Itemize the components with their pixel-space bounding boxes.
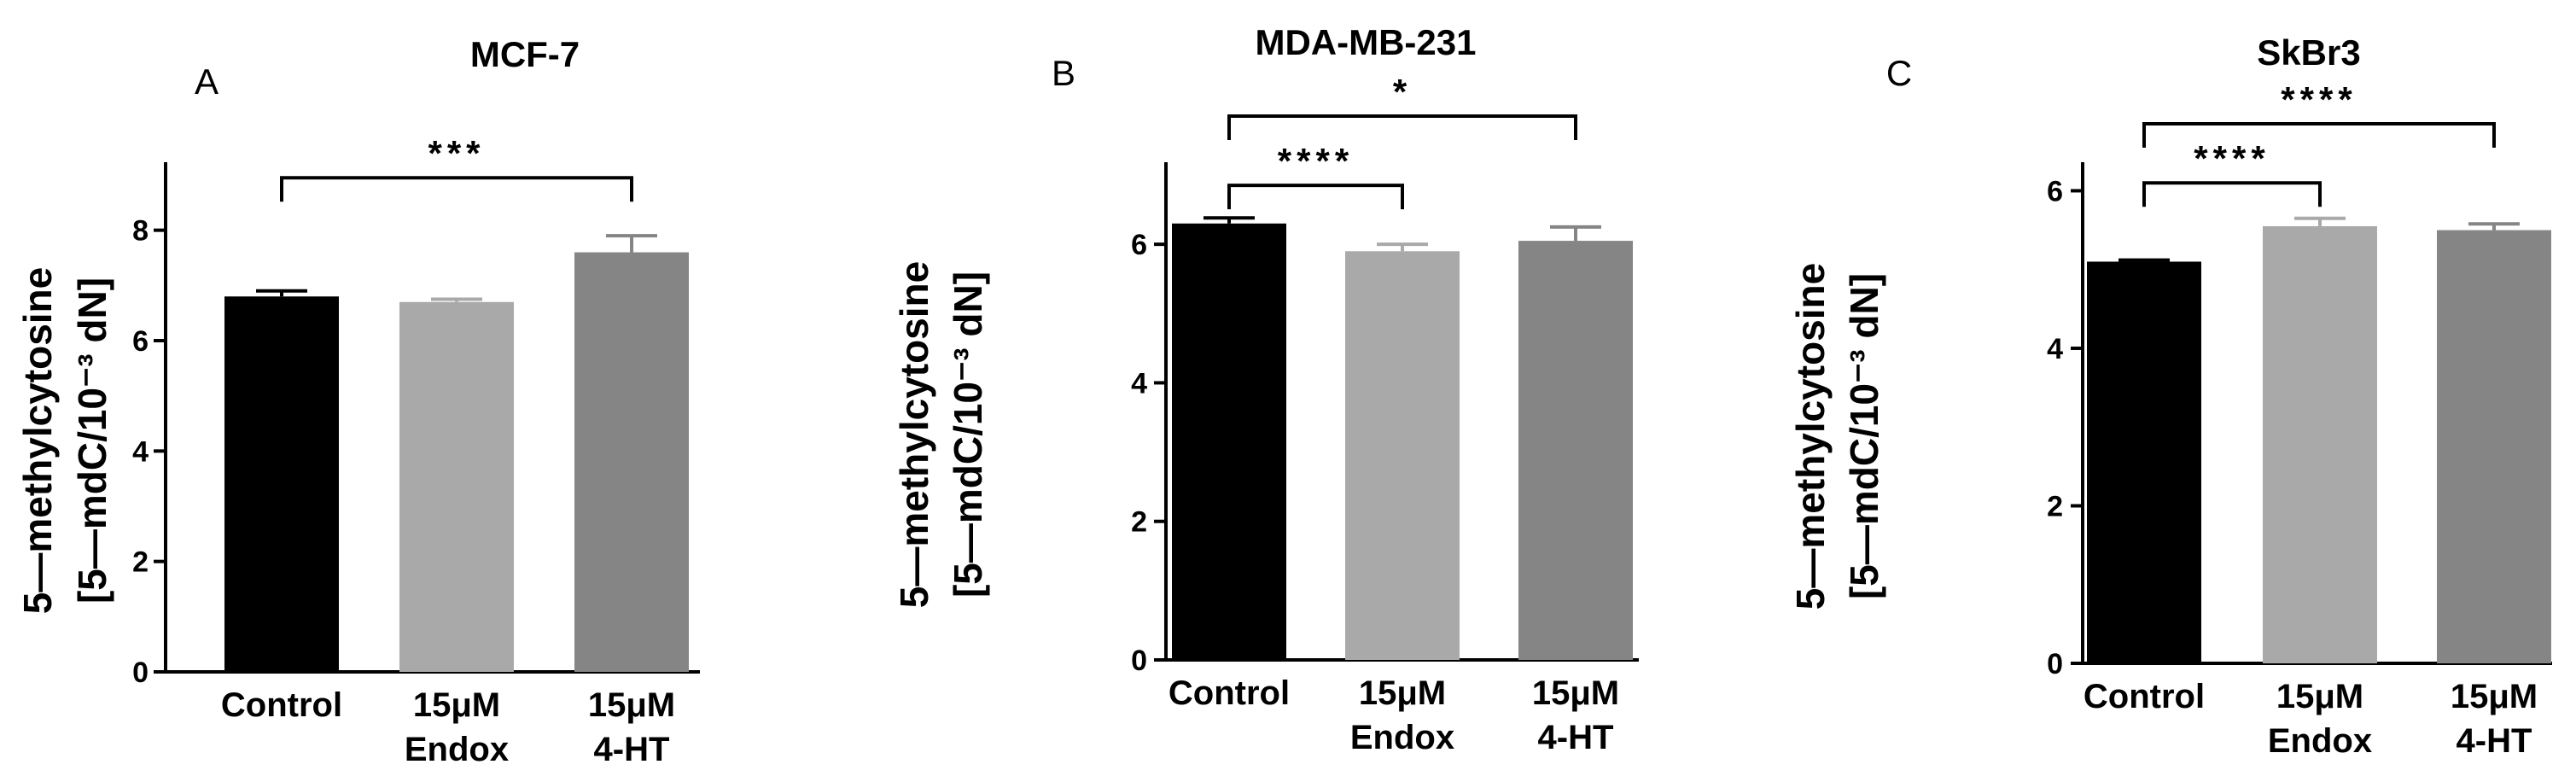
significance-label: ****	[1278, 141, 1354, 181]
x-category-label: 15μM	[588, 686, 675, 724]
y-tick-label: 4	[2047, 333, 2063, 365]
x-category-label: Endox	[1350, 719, 1454, 756]
y-axis-label: [5—mdC/10⁻³ dN]	[1842, 273, 1886, 599]
y-axis-label: [5—mdC/10⁻³ dN]	[946, 271, 990, 598]
y-tick-label: 0	[1131, 645, 1147, 677]
significance-label: ***	[428, 133, 485, 173]
y-tick-label: 8	[132, 215, 149, 248]
x-category-label: 15μM	[413, 686, 500, 724]
x-category-label: 15μM	[1359, 674, 1446, 712]
chart-panel-C: C SkBr3 5—methylcytosine [5—mdC/10⁻³ dN] 0 2 4…	[1788, 32, 2552, 760]
x-category-label: Endox	[2268, 722, 2372, 760]
significance-bracket	[2142, 181, 2322, 207]
significance-label: ****	[2194, 138, 2270, 178]
x-category-label: 4-HT	[594, 731, 670, 768]
x-category-label: Control	[221, 686, 342, 724]
panel-letter: B	[1052, 53, 1075, 93]
chart-title: SkBr3	[2257, 32, 2360, 73]
y-tick-label: 6	[132, 325, 149, 358]
chart-panel-A: A MCF-7 5—methylcytosine [5—mdC/10⁻³ dN] 0 2 4…	[15, 34, 700, 768]
significance-bracket	[1227, 184, 1404, 210]
bar	[1172, 223, 1286, 660]
bar	[1345, 251, 1460, 660]
significance-bracket	[2142, 122, 2496, 149]
x-category-label: 4-HT	[2457, 722, 2532, 760]
panel-letter: C	[1886, 53, 1912, 93]
x-category-label: Endox	[405, 731, 509, 768]
significance-label: *	[1393, 72, 1412, 112]
y-tick-label: 2	[2047, 490, 2063, 522]
x-category-label: 4-HT	[1538, 719, 1614, 756]
y-tick-label: 6	[2047, 175, 2063, 207]
x-category-label: 15μM	[2276, 678, 2363, 715]
bar	[224, 296, 339, 672]
y-tick-label: 4	[1131, 367, 1147, 400]
y-tick-label: 6	[1131, 229, 1147, 261]
bar	[2263, 225, 2377, 663]
bar	[1518, 241, 1633, 660]
x-category-label: Control	[2084, 678, 2205, 715]
y-axis-label: 5—methylcytosine	[892, 261, 936, 608]
x-category-label: 15μM	[1532, 674, 1619, 712]
y-axis-label: 5—methylcytosine	[15, 267, 60, 614]
bar	[574, 252, 689, 672]
bar	[2087, 261, 2201, 663]
significance-label: ****	[2281, 79, 2357, 120]
y-tick-label: 0	[2047, 648, 2063, 680]
y-axis-label: [5—mdC/10⁻³ dN]	[70, 277, 114, 604]
y-tick-label: 4	[132, 435, 149, 468]
x-category-label: Control	[1169, 674, 1290, 712]
y-tick-label: 2	[132, 546, 149, 579]
y-axis-label: 5—methylcytosine	[1788, 263, 1833, 610]
significance-bracket	[1227, 114, 1577, 141]
bar	[2437, 230, 2551, 663]
x-category-label: 15μM	[2451, 678, 2538, 715]
chart-title: MDA-MB-231	[1255, 22, 1476, 62]
chart-title: MCF-7	[470, 34, 580, 74]
panel-letter: A	[195, 61, 219, 102]
y-tick-label: 2	[1131, 506, 1147, 539]
y-tick-label: 0	[132, 657, 149, 689]
significance-bracket	[280, 176, 633, 202]
bar	[399, 301, 514, 672]
chart-panel-B: B MDA-MB-231 5—methylcytosine [5—mdC/10⁻³ d…	[892, 22, 1639, 756]
